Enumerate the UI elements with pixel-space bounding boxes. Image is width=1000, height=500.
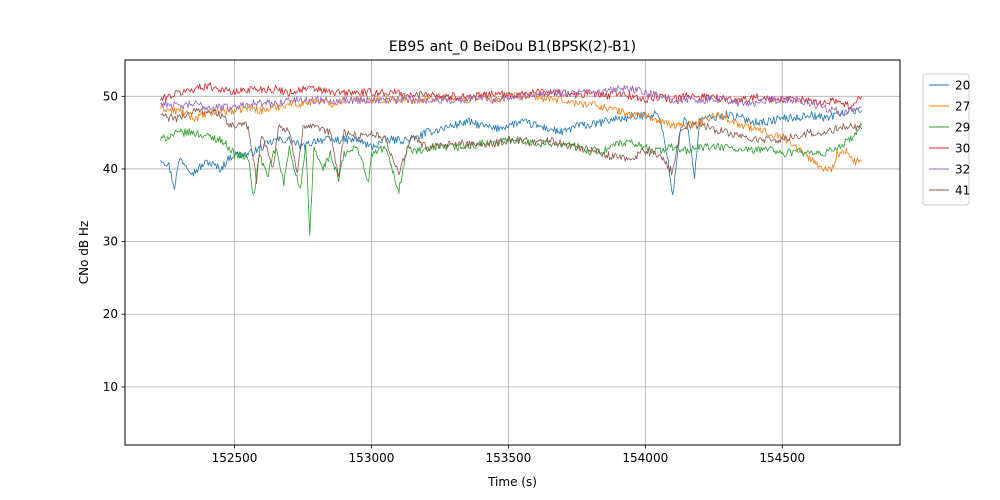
x-tick-label: 152500 bbox=[212, 451, 258, 465]
series-line-30 bbox=[160, 82, 863, 110]
axis-ticks: 152500 153000 153500 154000 154500 10 20 30 40 50 bbox=[103, 89, 805, 465]
plot-frame bbox=[124, 59, 901, 446]
x-tick-label: 154000 bbox=[622, 451, 668, 465]
chart-title: EB95 ant_0 BeiDou B1(BPSK(2)-B1) bbox=[389, 39, 636, 55]
x-axis-label: Time (s) bbox=[487, 475, 537, 489]
series-lines bbox=[160, 82, 863, 236]
legend-label: 29 bbox=[955, 121, 970, 135]
legend-items: 20 27 29 30 32 41 bbox=[929, 79, 970, 198]
legend-label: 27 bbox=[955, 100, 970, 114]
y-tick-label: 10 bbox=[103, 380, 118, 394]
grid-lines bbox=[125, 60, 900, 445]
y-axis-label: CNo dB Hz bbox=[77, 221, 91, 285]
legend: 20 27 29 30 32 41 bbox=[922, 73, 970, 206]
x-tick-label: 153500 bbox=[485, 451, 531, 465]
series-line-41 bbox=[160, 107, 863, 185]
legend-label: 32 bbox=[955, 163, 970, 177]
series-line-32 bbox=[160, 84, 862, 115]
legend-box bbox=[922, 73, 970, 206]
y-tick-label: 40 bbox=[103, 162, 118, 176]
legend-label: 30 bbox=[955, 142, 970, 156]
y-tick-label: 30 bbox=[103, 235, 118, 249]
legend-label: 20 bbox=[955, 79, 970, 93]
y-tick-label: 50 bbox=[103, 89, 118, 103]
series-line-29 bbox=[160, 122, 863, 236]
x-tick-label: 154500 bbox=[759, 451, 805, 465]
x-tick-label: 153000 bbox=[349, 451, 395, 465]
legend-label: 41 bbox=[955, 184, 970, 198]
y-tick-label: 20 bbox=[103, 307, 118, 321]
